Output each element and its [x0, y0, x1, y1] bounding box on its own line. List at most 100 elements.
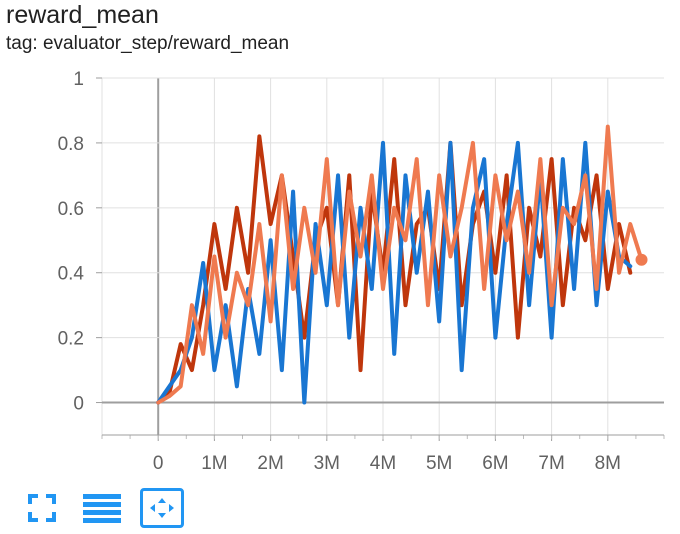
- data-point: [527, 303, 531, 307]
- data-point: [550, 157, 554, 161]
- series-line-1: [156, 134, 633, 405]
- y-tick-label: 1: [73, 69, 84, 90]
- data-point: [527, 206, 531, 210]
- data-point: [583, 141, 587, 145]
- series-layer: [156, 124, 648, 405]
- data-point: [595, 287, 599, 291]
- data-point: [336, 173, 340, 177]
- data-point: [314, 271, 318, 275]
- data-point: [257, 134, 261, 138]
- x-tick-label: 4M: [370, 453, 396, 474]
- data-point: [505, 238, 509, 242]
- x-tick-label: 3M: [314, 453, 340, 474]
- data-point: [482, 157, 486, 161]
- data-point: [302, 206, 306, 210]
- data-point: [516, 141, 520, 145]
- data-point: [426, 190, 430, 194]
- data-point: [561, 157, 565, 161]
- data-point: [190, 368, 194, 372]
- data-point: [370, 173, 374, 177]
- data-point: [246, 303, 250, 307]
- data-point: [516, 190, 520, 194]
- data-point: [550, 303, 554, 307]
- data-point: [583, 173, 587, 177]
- chart-area[interactable]: 0 1M 2M 3M 4M 5M 6M 7M 8M 0 0.2 0.4 0.6 0.8 1: [0, 0, 680, 480]
- data-point: [426, 303, 430, 307]
- data-point: [325, 157, 329, 161]
- data-point: [392, 206, 396, 210]
- data-point: [325, 206, 329, 210]
- data-point: [572, 222, 576, 226]
- fit-domain-icon: [150, 498, 174, 518]
- axes: [96, 77, 665, 441]
- data-point: [493, 271, 497, 275]
- data-point: [190, 336, 194, 340]
- data-point: [370, 287, 374, 291]
- data-point: [190, 303, 194, 307]
- last-value-marker: [635, 253, 648, 266]
- data-point: [381, 287, 385, 291]
- data-point: [224, 303, 228, 307]
- data-point: [572, 287, 576, 291]
- y-tick-label: 0.4: [58, 264, 85, 285]
- chart-tag: tag: evaluator_step/reward_mean: [6, 33, 290, 54]
- data-point: [179, 342, 183, 346]
- data-point: [257, 352, 261, 356]
- data-point: [493, 336, 497, 340]
- data-point: [538, 255, 542, 258]
- data-point: [179, 384, 183, 388]
- data-point: [538, 157, 542, 161]
- data-point: [460, 303, 464, 307]
- data-point: [291, 190, 295, 194]
- data-point: [403, 173, 407, 177]
- data-point: [167, 394, 171, 398]
- data-point: [628, 222, 632, 226]
- x-tick-label: 0: [153, 453, 164, 474]
- data-point: [381, 141, 385, 145]
- data-point: [314, 222, 318, 226]
- y-tick-label: 0.8: [58, 134, 84, 155]
- data-point: [493, 173, 497, 177]
- fit-domain-button[interactable]: [140, 488, 184, 528]
- data-point: [527, 271, 531, 275]
- y-tick-label: 0.6: [58, 199, 84, 220]
- data-point: [437, 319, 441, 323]
- data-point: [471, 206, 475, 210]
- data-point: [583, 238, 587, 242]
- data-point: [359, 206, 363, 210]
- tick-labels: 0 1M 2M 3M 4M 5M 6M 7M 8M 0 0.2 0.4 0.6 0.8 1: [58, 69, 621, 474]
- data-point: [392, 157, 396, 161]
- data-point: [415, 271, 419, 275]
- data-point: [561, 303, 565, 307]
- data-point: [415, 157, 419, 161]
- data-point: [617, 271, 621, 275]
- data-point: [437, 173, 441, 177]
- data-point: [359, 368, 363, 372]
- data-point: [347, 173, 351, 177]
- data-point: [471, 141, 475, 145]
- data-point: [235, 384, 239, 388]
- data-point: [167, 384, 171, 388]
- data-point: [561, 206, 565, 210]
- x-tick-label: 1M: [201, 453, 227, 474]
- data-point: [448, 255, 452, 258]
- x-tick-label: 8M: [595, 453, 621, 474]
- data-point: [257, 222, 261, 226]
- toggle-log-scale-button[interactable]: [80, 488, 124, 528]
- data-point: [392, 352, 396, 356]
- data-point: [628, 264, 632, 268]
- data-point: [291, 287, 295, 291]
- x-tick-label: 5M: [426, 453, 452, 474]
- data-point: [606, 287, 610, 291]
- data-point: [482, 287, 486, 291]
- fullscreen-button[interactable]: [20, 488, 64, 528]
- data-point: [595, 303, 599, 307]
- data-point: [235, 206, 239, 210]
- data-point: [572, 206, 576, 210]
- data-point: [606, 190, 610, 194]
- data-point: [403, 238, 407, 242]
- data-point: [246, 271, 250, 275]
- fullscreen-icon: [28, 494, 56, 522]
- data-point: [269, 222, 273, 226]
- data-point: [628, 271, 632, 275]
